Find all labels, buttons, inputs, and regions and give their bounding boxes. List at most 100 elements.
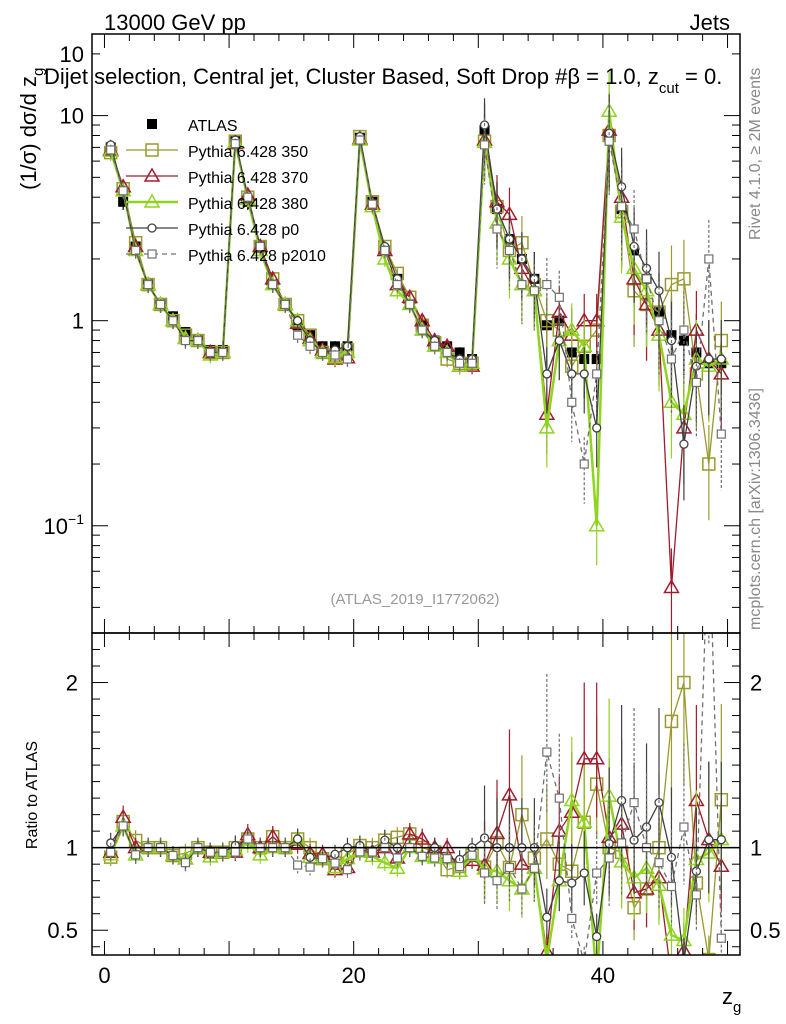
y-tick-label-ratio: 2 xyxy=(66,671,78,696)
series-p0-point xyxy=(292,316,303,326)
series-p2010-point xyxy=(704,254,714,264)
series-p2010-point xyxy=(243,192,253,202)
y-axis-label-ratio: Ratio to ATLAS xyxy=(24,741,41,849)
series-p2010-point xyxy=(330,350,340,360)
series-370-ratio-point xyxy=(413,830,431,845)
series-p2010-ratio-point xyxy=(592,868,602,878)
series-p2010-ratio-point xyxy=(355,847,365,857)
series-p2010-ratio-point xyxy=(442,854,452,864)
watermark: (ATLAS_2019_I1772062) xyxy=(330,591,499,608)
series-p2010-point xyxy=(218,347,228,358)
series-p2010-point xyxy=(168,316,178,326)
series-p2010-point xyxy=(180,335,191,346)
series-350-point xyxy=(702,457,716,471)
series-p2010-point xyxy=(567,397,577,407)
series-p2010-point xyxy=(317,347,328,358)
series-p0-ratio-point xyxy=(704,835,714,845)
series-350-ratio-line xyxy=(110,682,722,955)
series-p2010-point xyxy=(679,325,689,335)
series-p0-point xyxy=(716,354,726,364)
series-p2010-ratio-point xyxy=(168,850,178,861)
series-p2010-ratio-point xyxy=(580,958,588,966)
chart-title: Dijet selection, Central jet, Cluster Ba… xyxy=(44,64,722,97)
series-p2010-ratio-point xyxy=(106,847,116,857)
series-p2010-point xyxy=(268,279,278,290)
series-p0-point xyxy=(554,335,564,346)
chart-title-tail: = 0. xyxy=(679,64,722,89)
series-p2010-ratio-point xyxy=(716,933,726,943)
series-p2010-ratio-point xyxy=(180,858,191,868)
series-p2010-ratio-point xyxy=(305,862,315,872)
x-tick-label: 40 xyxy=(591,963,615,988)
series-p2010-point xyxy=(155,299,166,310)
series-p2010-ratio-point xyxy=(517,884,527,894)
series-p2010-ratio-point xyxy=(604,853,614,863)
series-p2010-point xyxy=(654,316,664,326)
series-p2010-point xyxy=(641,274,652,284)
ratio-series-group xyxy=(92,633,740,985)
series-370-ratio-point xyxy=(676,942,692,955)
x-tick-label: 20 xyxy=(341,963,365,988)
series-p2010-ratio-point xyxy=(567,913,577,924)
series-p2010-ratio-point xyxy=(218,847,228,857)
series-p2010-point xyxy=(405,299,415,310)
legend: ATLAS Pythia 6.428 350 Pythia 6.428 370 Pyt… xyxy=(126,118,326,265)
y-tick-label-main: 10−1 xyxy=(44,511,85,539)
legend-380-label: Pythia 6.428 380 xyxy=(188,196,308,213)
series-380-ratio-point xyxy=(376,854,394,869)
series-380-ratio-point xyxy=(575,813,593,829)
series-370-ratio-point xyxy=(664,973,678,985)
series-p2010-point xyxy=(255,241,265,252)
series-p0-ratio-point xyxy=(579,868,589,878)
y-tick-label-main: 10 xyxy=(60,104,84,129)
series-350-point xyxy=(677,272,691,286)
series-p2010-ratio-point xyxy=(529,863,539,873)
ratio-plot-frame xyxy=(91,632,741,956)
series-370-ratio-point xyxy=(588,750,605,765)
series-p0-point xyxy=(704,354,714,364)
series-p2010-ratio-point xyxy=(330,858,340,868)
series-380-point xyxy=(563,321,581,336)
series-p2010-point xyxy=(380,245,390,256)
series-p2010-ratio-point xyxy=(342,865,353,875)
series-p2010-point xyxy=(691,377,701,388)
main-series-group xyxy=(102,72,730,633)
y-tick-label-ratio-right: 2 xyxy=(750,671,762,696)
legend-350-marker xyxy=(145,143,159,157)
legend-p2010-marker xyxy=(147,249,157,259)
series-p0-point xyxy=(592,423,602,433)
series-380-ratio-point xyxy=(563,791,581,807)
series-p0-ratio-point xyxy=(716,835,726,845)
legend-p0-marker xyxy=(147,223,157,233)
series-350-ratio-point xyxy=(664,714,679,729)
series-380-ratio-point xyxy=(251,846,269,861)
series-p2010-point xyxy=(305,341,315,351)
series-p2010-point xyxy=(517,279,527,290)
y-tick-label-ratio: 1 xyxy=(66,836,78,861)
series-p2010-ratio-point xyxy=(118,821,128,831)
series-380-point xyxy=(376,250,394,265)
legend-atlas-marker xyxy=(147,119,157,129)
legend-380-marker xyxy=(143,193,161,208)
legend-370-label: Pythia 6.428 370 xyxy=(188,170,308,187)
series-p2010-point xyxy=(143,279,153,290)
legend-350-label: Pythia 6.428 350 xyxy=(188,144,308,161)
series-p2010-point xyxy=(280,299,290,310)
legend-atlas-label: ATLAS xyxy=(188,118,238,135)
y-axis-label-main: (1/σ) dσ/d zg xyxy=(16,68,47,190)
x-tick-label: 0 xyxy=(98,963,110,988)
series-p2010-ratio-point xyxy=(666,881,677,892)
series-p2010-ratio-point xyxy=(504,862,515,873)
series-350-ratio-point xyxy=(540,832,554,846)
chart-title-subscript: cut xyxy=(659,80,680,97)
series-p2010-ratio-point xyxy=(317,854,328,864)
legend-p2010-label: Pythia 6.428 p2010 xyxy=(188,248,326,265)
series-p2010-ratio-point xyxy=(455,861,465,872)
y-tick-label-main-top: 10 xyxy=(60,42,84,67)
chart-title-main: Dijet selection, Central jet, Cluster Ba… xyxy=(44,64,659,89)
series-p2010-ratio-point xyxy=(417,851,427,861)
series-p2010-point xyxy=(430,341,440,351)
series-p2010-point xyxy=(230,139,240,149)
series-p2010-point xyxy=(392,279,402,290)
series-p2010-point xyxy=(716,429,726,439)
